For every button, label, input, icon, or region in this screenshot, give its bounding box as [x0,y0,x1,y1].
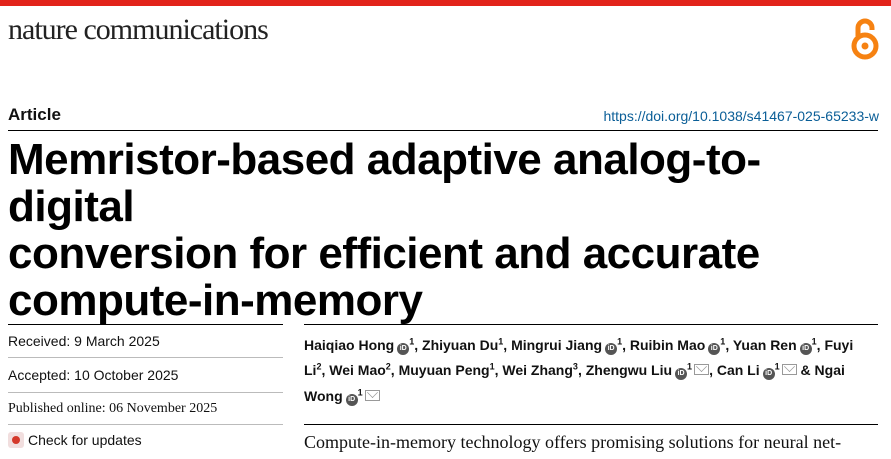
author-entry: Ngai Wong iD1 [304,362,845,406]
title-line: compute-in-memory [8,276,423,325]
author-entry: Mingrui Jiang iD1, [511,336,626,355]
author-separator: , [390,362,395,379]
affiliation-sup: 1 [687,361,693,372]
check-updates-icon [8,432,24,448]
affiliation-sup: 1 [720,336,726,346]
affiliation-sup: 1 [357,387,363,398]
title-line: Memristor-based adaptive analog-to-digit… [8,135,761,231]
check-for-updates-button[interactable]: Check for updates [8,432,142,448]
orcid-icon[interactable]: iD [605,342,618,355]
author-name[interactable]: Ruibin Mao [629,336,706,353]
meta-divider [8,357,283,358]
author-name[interactable]: Fuyi Li [304,336,854,379]
affiliation-sup: 2 [316,361,322,372]
author-separator: & [796,362,811,379]
email-icon[interactable] [694,364,710,376]
affiliation-sup: 1 [811,336,817,346]
author-name[interactable]: Can Li [716,362,760,379]
journal-name: nature communications [8,13,269,46]
orcid-icon[interactable]: iD [799,342,812,355]
author-name[interactable]: Muyuan Peng [398,362,490,379]
author-entry: Zhengwu Liu iD1, [585,361,713,381]
author-separator: , [414,336,419,353]
author-name[interactable]: Zhengwu Liu [585,362,673,379]
author-name[interactable]: Wei Zhang [502,362,573,379]
author-name[interactable]: Zhiyuan Du [422,336,499,353]
meta-divider [8,324,283,325]
author-separator: , [816,336,821,353]
author-name[interactable]: Yuan Ren [732,336,797,353]
affiliation-sup: 1 [617,336,623,346]
accepted-date: Accepted: 10 October 2025 [8,367,179,383]
author-separator: , [622,336,626,353]
affiliation-sup: 3 [572,361,578,372]
author-name[interactable]: Haiqiao Hong [304,336,395,353]
meta-divider [8,392,283,393]
affiliation-sup: 1 [489,361,495,372]
author-entry: Haiqiao Hong iD1, [304,336,419,355]
orcid-icon[interactable]: iD [345,393,358,406]
orcid-icon[interactable]: iD [675,368,688,381]
orcid-icon[interactable]: iD [708,342,721,355]
brand-top-bar [0,0,891,6]
title-line: conversion for efficient and accurate [8,229,760,278]
author-entry: Wei Mao2, [329,361,395,379]
affiliation-sup: 1 [774,361,780,372]
author-entry: Muyuan Peng1, [398,361,499,379]
author-separator: , [577,362,582,379]
affiliation-sup: 1 [498,336,504,346]
author-separator: , [494,362,499,379]
author-entry: Wei Zhang3, [502,361,582,379]
affiliation-sup: 2 [385,361,391,372]
author-entry: Ruibin Mao iD1, [629,336,730,355]
author-list: Haiqiao Hong iD1, Zhiyuan Du1, Mingrui Ji… [304,330,878,407]
author-separator: , [321,362,326,379]
author-separator: , [709,362,713,379]
authors-divider [304,324,878,325]
header-divider [8,130,878,131]
author-separator: , [725,336,730,353]
abstract-divider [304,424,878,425]
doi-link[interactable]: https://doi.org/10.1038/s41467-025-65233… [603,108,879,124]
check-updates-label: Check for updates [28,432,142,448]
author-separator: , [503,336,508,353]
received-date: Received: 9 March 2025 [8,333,160,349]
author-entry: Yuan Ren iD1, [732,336,821,355]
meta-divider [8,424,283,425]
orcid-icon[interactable]: iD [397,342,410,355]
author-entry: Zhiyuan Du1, [422,336,508,353]
open-access-lock-icon [851,18,879,60]
affiliation-sup: 1 [409,336,415,346]
email-icon[interactable] [781,364,797,376]
published-date: Published online: 06 November 2025 [8,401,218,416]
article-type: Article [8,105,61,124]
author-name[interactable]: Ngai Wong [304,362,845,404]
article-title: Memristor-based adaptive analog-to-digit… [8,136,878,324]
abstract-text: Compute-in-memory technology offers prom… [304,432,842,452]
author-name[interactable]: Mingrui Jiang [511,336,603,353]
author-entry: Fuyi Li2, [304,337,853,379]
author-name[interactable]: Wei Mao [329,362,386,379]
author-entry: Can Li iD1 & [716,361,811,381]
email-icon[interactable] [364,389,380,401]
orcid-icon[interactable]: iD [762,368,775,381]
